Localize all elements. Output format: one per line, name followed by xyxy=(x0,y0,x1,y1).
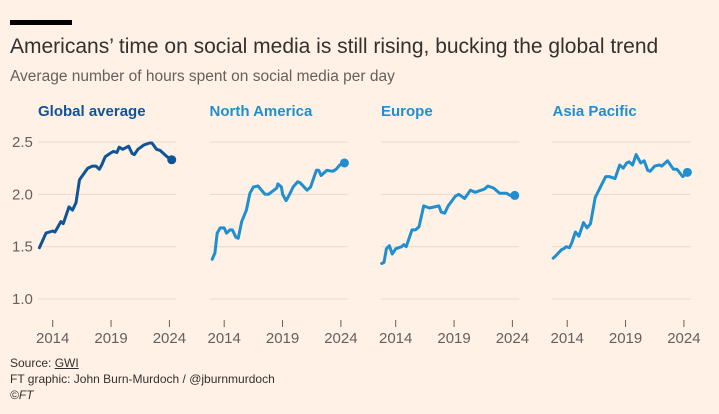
x-tick-label: 2024 xyxy=(496,330,529,347)
end-marker xyxy=(682,167,692,177)
x-tick-label: 2019 xyxy=(94,330,127,347)
end-marker xyxy=(510,190,520,200)
x-tick-label: 2014 xyxy=(379,330,412,347)
x-tick-label: 2019 xyxy=(437,330,470,347)
x-tick-label: 2024 xyxy=(324,330,357,347)
x-tick-label: 2014 xyxy=(36,330,69,347)
end-marker xyxy=(339,158,349,168)
x-tick-label: 2024 xyxy=(153,330,186,347)
copyright: ©FT xyxy=(10,388,34,402)
x-tick-label: 2014 xyxy=(208,330,241,347)
series-line xyxy=(380,184,517,265)
y-tick-label: 1.0 xyxy=(12,291,33,308)
y-tick-label: 2.5 xyxy=(12,134,33,151)
x-tick-label: 2014 xyxy=(551,330,584,347)
x-tick-label: 2024 xyxy=(667,330,700,347)
panel-title: Global average xyxy=(38,103,146,120)
ft-accent-bar xyxy=(10,20,72,25)
series-line xyxy=(210,161,346,261)
credit-line: FT graphic: John Burn-Murdoch / @jburnmu… xyxy=(10,372,275,386)
y-tick-label: 1.5 xyxy=(12,239,33,256)
series-line xyxy=(551,153,689,260)
source-label: Source: xyxy=(10,356,55,370)
x-tick-label: 2019 xyxy=(266,330,299,347)
chart-title: Americans’ time on social media is still… xyxy=(10,35,659,58)
y-tick-label: 2.0 xyxy=(12,186,33,203)
panel-title: Europe xyxy=(381,103,433,120)
panel-title: Asia Pacific xyxy=(553,103,637,120)
series-line xyxy=(37,141,174,250)
end-marker xyxy=(167,155,177,165)
panel-title: North America xyxy=(210,103,313,120)
chart-subtitle: Average number of hours spent on social … xyxy=(10,68,395,85)
source-link[interactable]: GWI xyxy=(54,356,79,370)
x-tick-label: 2019 xyxy=(609,330,642,347)
source-line: Source: GWI xyxy=(10,356,79,370)
